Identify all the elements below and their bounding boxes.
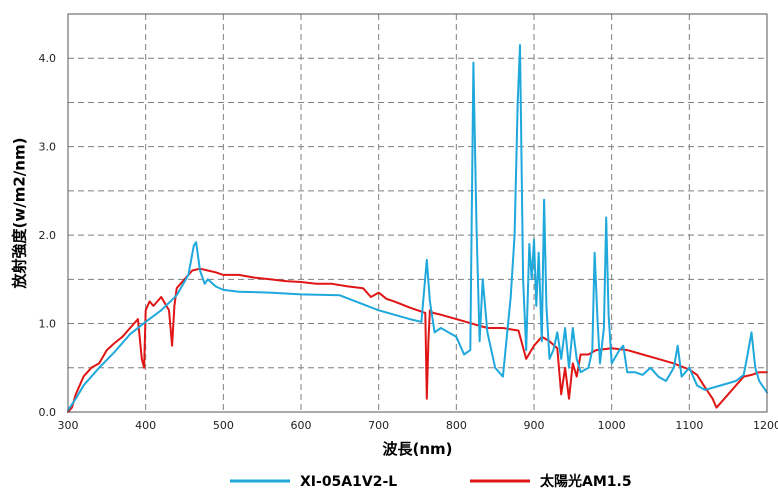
x-tick-label: 800 xyxy=(446,419,467,432)
x-tick-label: 400 xyxy=(135,419,156,432)
y-tick-label: 0.0 xyxy=(39,406,57,419)
x-tick-label: 500 xyxy=(213,419,234,432)
y-axis-title: 放射強度(w/m2/nm) xyxy=(11,138,29,290)
x-tick-label: 900 xyxy=(524,419,545,432)
x-tick-label: 1200 xyxy=(753,419,778,432)
x-axis-title: 波長(nm) xyxy=(382,440,452,458)
y-tick-label: 4.0 xyxy=(39,52,57,65)
y-tick-label: 1.0 xyxy=(39,318,57,331)
x-tick-label: 700 xyxy=(368,419,389,432)
x-tick-label: 600 xyxy=(291,419,312,432)
y-tick-label: 3.0 xyxy=(39,141,57,154)
x-tick-label: 300 xyxy=(58,419,79,432)
x-tick-label: 1000 xyxy=(598,419,626,432)
legend-label: XI-05A1V2-L xyxy=(300,474,397,490)
y-tick-label: 2.0 xyxy=(39,229,57,242)
legend-label: 太陽光AM1.5 xyxy=(540,473,632,490)
x-tick-label: 1100 xyxy=(675,419,703,432)
